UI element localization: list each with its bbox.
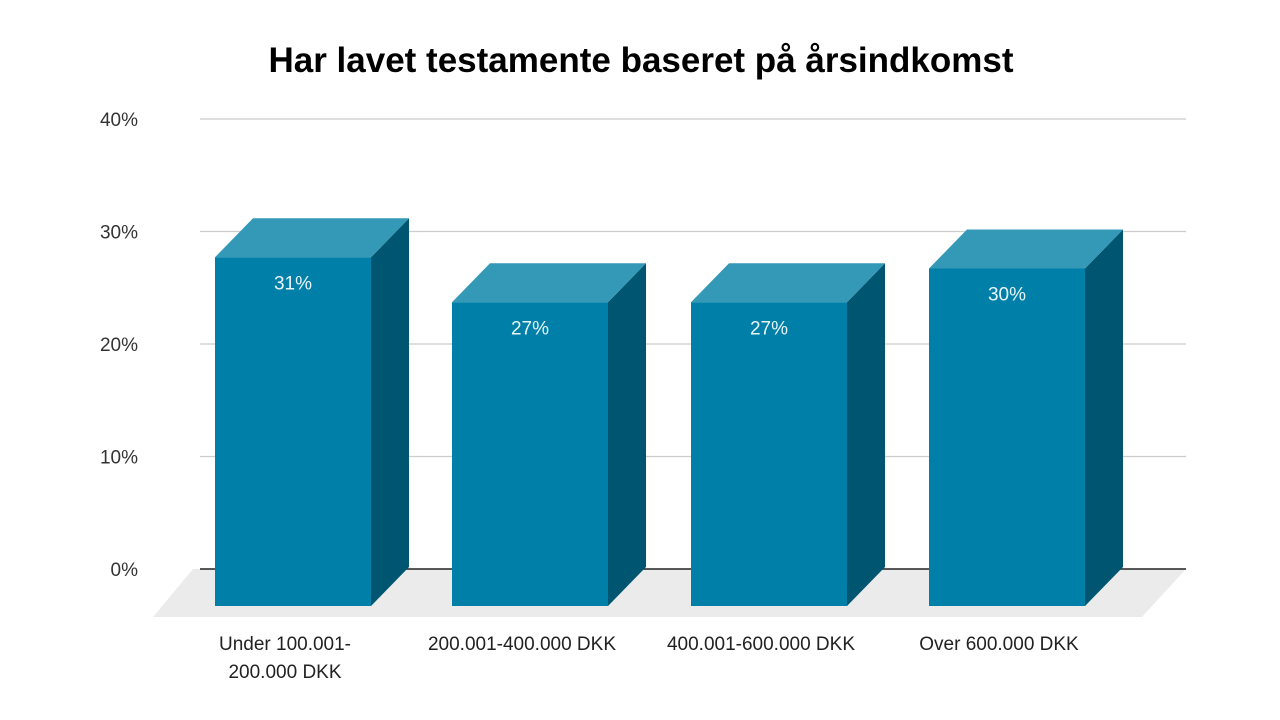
bar-front [215,257,371,606]
bar-top [929,229,1123,269]
bar-top [691,263,885,303]
floor [153,569,1186,617]
bar-top [215,218,409,258]
bar-top [452,263,646,303]
bar-front [691,302,847,606]
x-category-label: Under 100.001- [219,634,351,655]
x-category-label: Over 600.000 DKK [919,634,1079,655]
chart-title: Har lavet testamente baseret på årsindko… [268,41,1013,80]
data-label: 30% [988,285,1026,306]
bar-front [929,268,1085,606]
bar: 31% [215,218,409,606]
y-tick-label: 20% [100,335,138,356]
y-tick-label: 0% [111,560,139,581]
bar-side [608,263,646,606]
bar-side [847,263,885,606]
data-label: 31% [274,273,312,294]
bar: 27% [452,263,646,606]
data-label: 27% [750,318,788,339]
bar-front [452,302,608,606]
x-category-label: 200.000 DKK [228,662,341,683]
data-label: 27% [511,318,549,339]
y-tick-label: 30% [100,223,138,244]
bar-side [1085,229,1123,606]
x-category-label: 200.001-400.000 DKK [428,634,616,655]
x-category-label: 400.001-600.000 DKK [667,634,855,655]
y-tick-label: 40% [100,110,138,131]
bar: 30% [929,229,1123,606]
bar: 27% [691,263,885,606]
y-tick-label: 10% [100,448,138,469]
bar-side [371,218,409,606]
